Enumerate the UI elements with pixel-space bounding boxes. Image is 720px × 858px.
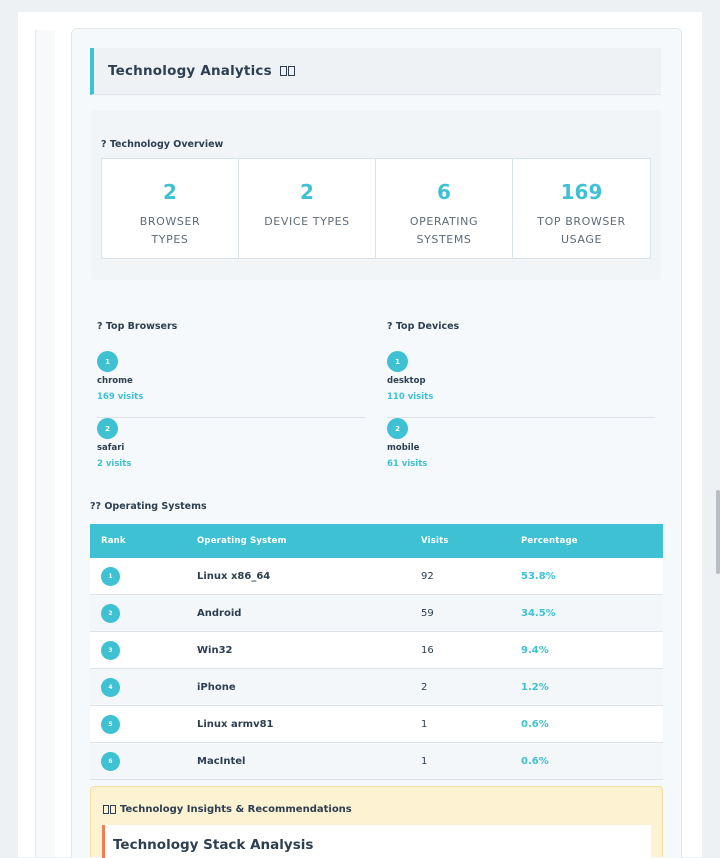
rank-badge: 3 [101,640,120,660]
header-percentage[interactable]: Percentage [521,536,578,546]
rank-badge: 2 [101,603,120,623]
rank-badge: 2 [387,418,408,439]
os-percentage: 34.5% [520,594,663,632]
rank-badge: 1 [97,351,118,372]
stat-label: OPERATING SYSTEMS [409,215,479,246]
page-title: Technology Analytics [108,63,272,79]
os-visits: 92 [420,558,520,595]
stat-value: 6 [437,180,451,204]
overview-label: ? Technology Overview [101,139,224,150]
os-name: Win32 [196,631,420,669]
header-os[interactable]: Operating System [197,536,287,546]
list-item: 1 desktop 110 visits [387,351,655,418]
stat-top-browser-usage: 169 TOP BROWSER USAGE [513,159,650,258]
os-visits: 59 [420,594,520,632]
table-row: 3 Win32 16 9.4% [90,631,663,669]
rank-badge: 1 [387,351,408,372]
rank-badge: 5 [101,714,120,734]
insights-panel: Technology Insights & Recommendations Te… [90,786,663,858]
list-item: 2 mobile 61 visits [387,418,655,484]
header-rank[interactable]: Rank [101,536,126,546]
device-list: 1 desktop 110 visits 2 mobile 61 visits [387,351,655,484]
os-percentage: 0.6% [520,742,663,780]
browser-list: 1 chrome 169 visits 2 safari 2 visits [97,351,365,484]
os-name: iPhone [196,668,420,706]
os-visits: 1 [420,742,520,780]
device-name: desktop [387,376,426,386]
device-name: mobile [387,443,420,453]
os-section-label: ?? Operating Systems [90,501,207,512]
stat-label: TOP BROWSER USAGE [537,215,626,246]
stat-label: BROWSER TYPES [139,215,201,246]
device-visits: 110 visits [387,392,434,402]
top-devices-label: ? Top Devices [387,321,460,332]
rank-badge: 6 [101,751,120,771]
rank-badge: 1 [101,566,120,586]
side-gutter [35,30,55,857]
table-row: 1 Linux x86_64 92 53.8% [90,558,663,595]
os-percentage: 53.8% [520,558,663,595]
stat-label: DEVICE TYPES [264,215,350,228]
stats-grid: 2 BROWSER TYPES 2 DEVICE TYPES 6 OPERATI… [101,158,651,259]
stat-value: 2 [163,180,177,204]
os-table: Rank Operating System Visits Percentage … [90,524,663,780]
list-item: 2 safari 2 visits [97,418,365,484]
os-visits: 2 [420,668,520,706]
scrollbar-thumb[interactable] [716,490,720,574]
rank-badge: 2 [97,418,118,439]
unknown-glyph-icon [279,66,295,76]
os-visits: 16 [420,631,520,669]
table-row: 5 Linux armv81 1 0.6% [90,705,663,743]
browser-name: safari [97,443,125,453]
table-header-row: Rank Operating System Visits Percentage [90,524,663,558]
unknown-glyph-icon [103,805,116,814]
os-percentage: 9.4% [520,631,663,669]
stat-browser-types: 2 BROWSER TYPES [102,159,239,258]
top-browsers-label: ? Top Browsers [97,321,178,332]
browser-name: chrome [97,376,133,386]
os-percentage: 0.6% [520,705,663,743]
os-visits: 1 [420,705,520,743]
rank-badge: 4 [101,677,120,697]
stat-value: 169 [560,180,603,204]
stat-device-types: 2 DEVICE TYPES [239,159,376,258]
insights-title: Technology Insights & Recommendations [120,804,352,815]
list-item: 1 chrome 169 visits [97,351,365,418]
device-visits: 61 visits [387,459,428,469]
analysis-card: Technology Stack Analysis [102,825,651,858]
table-row: 6 MacIntel 1 0.6% [90,742,663,780]
browser-visits: 169 visits [97,392,144,402]
browser-visits: 2 visits [97,459,132,469]
os-name: Android [196,594,420,632]
table-row: 2 Android 59 34.5% [90,594,663,632]
os-name: MacIntel [196,742,420,780]
header-visits[interactable]: Visits [421,536,449,546]
stat-operating-systems: 6 OPERATING SYSTEMS [376,159,513,258]
os-percentage: 1.2% [520,668,663,706]
stat-value: 2 [300,180,314,204]
section-header: Technology Analytics [90,48,661,95]
table-row: 4 iPhone 2 1.2% [90,668,663,706]
os-name: Linux armv81 [196,705,420,743]
analysis-title: Technology Stack Analysis [113,837,314,853]
os-name: Linux x86_64 [196,558,420,595]
